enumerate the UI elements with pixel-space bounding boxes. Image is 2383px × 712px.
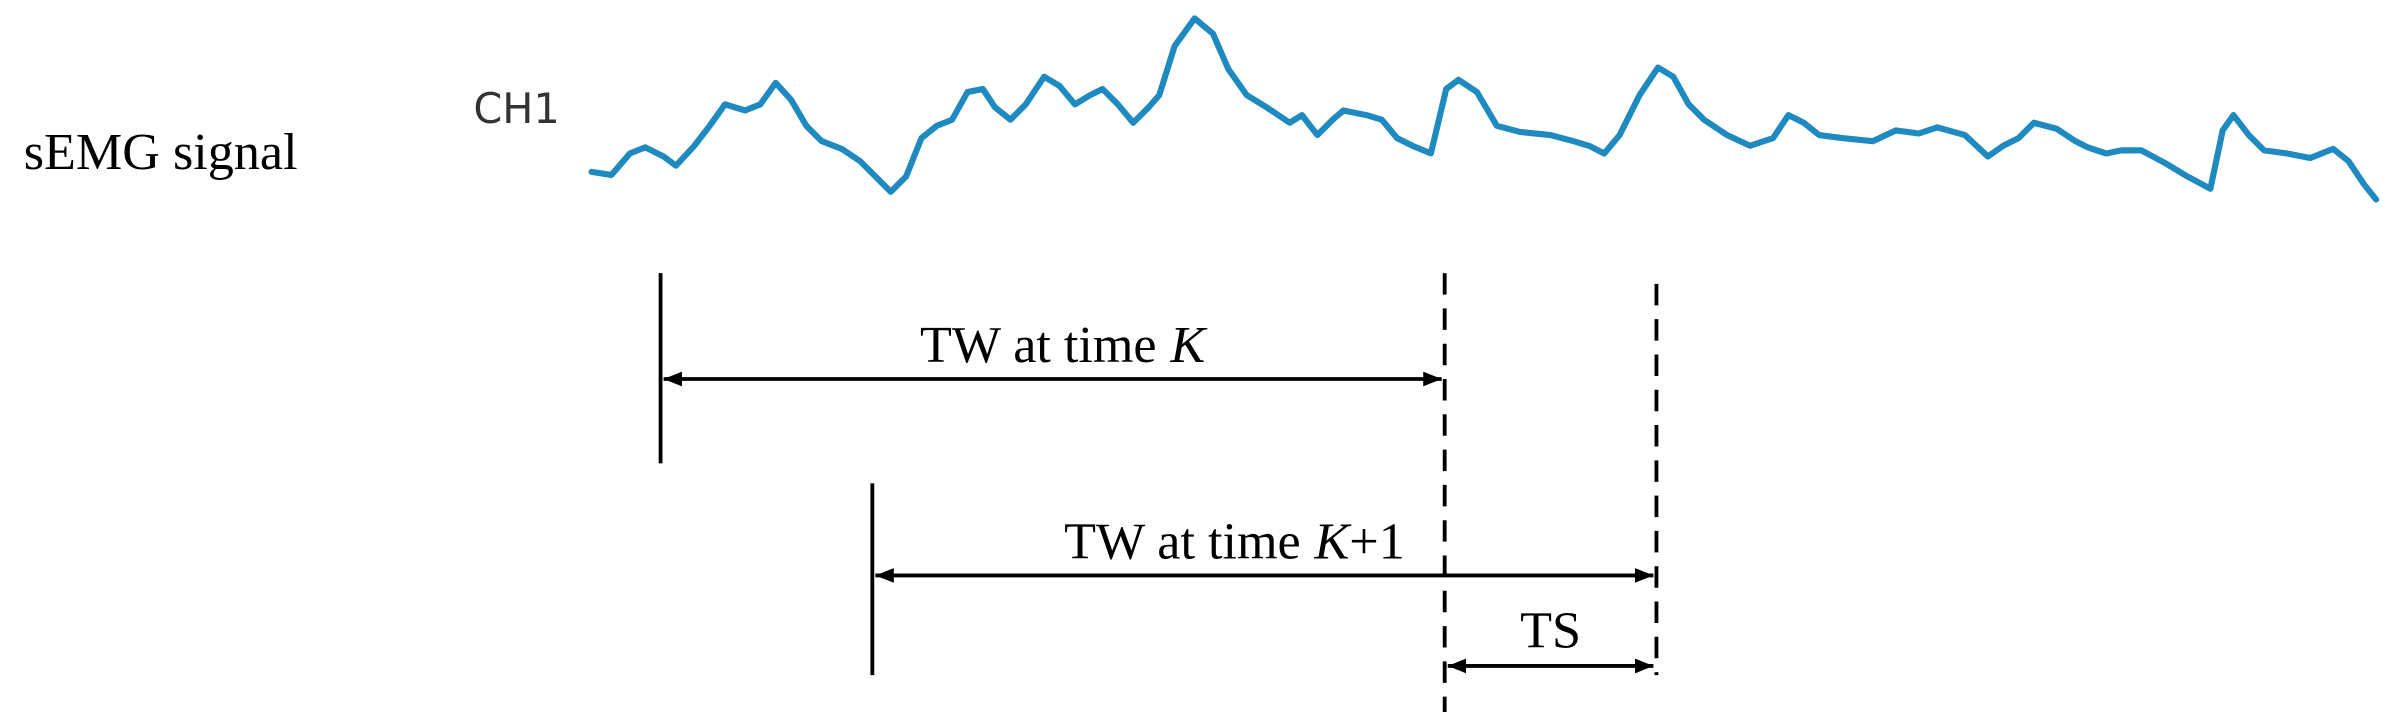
window-k-label: TW at time K <box>920 317 1208 374</box>
signal-label: sEMG signal <box>24 124 298 181</box>
step-label: TS <box>1520 603 1581 660</box>
label-text: TW at time <box>1064 514 1301 571</box>
semg-waveform <box>588 15 2380 203</box>
label-variable: K <box>1169 317 1208 374</box>
label-suffix: +1 <box>1349 514 1405 571</box>
window-lines <box>658 273 1659 712</box>
window-k1-label: TW at time K+1 <box>1064 514 1405 571</box>
label-text: TW at time <box>920 317 1157 374</box>
channel-label: CH1 <box>473 85 559 133</box>
label-variable: K <box>1314 514 1353 571</box>
